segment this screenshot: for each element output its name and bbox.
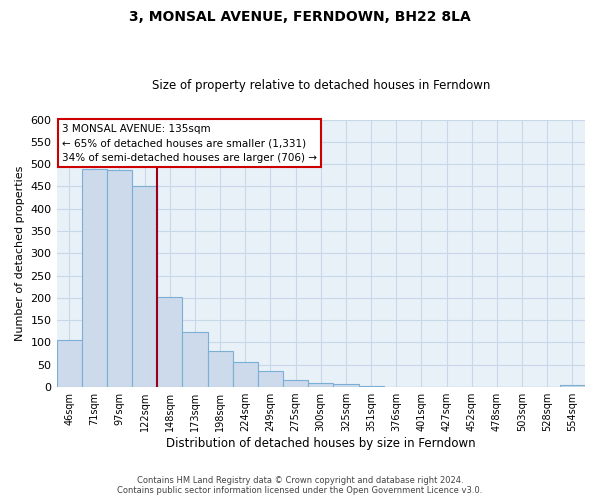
Bar <box>132 186 157 387</box>
Bar <box>283 380 308 387</box>
Title: Size of property relative to detached houses in Ferndown: Size of property relative to detached ho… <box>152 79 490 92</box>
Text: Contains HM Land Registry data © Crown copyright and database right 2024.
Contai: Contains HM Land Registry data © Crown c… <box>118 476 482 495</box>
Bar <box>233 362 258 387</box>
Bar <box>560 385 585 387</box>
X-axis label: Distribution of detached houses by size in Ferndown: Distribution of detached houses by size … <box>166 437 476 450</box>
Text: 3, MONSAL AVENUE, FERNDOWN, BH22 8LA: 3, MONSAL AVENUE, FERNDOWN, BH22 8LA <box>129 10 471 24</box>
Bar <box>258 372 283 387</box>
Bar <box>182 332 208 387</box>
Text: 3 MONSAL AVENUE: 135sqm
← 65% of detached houses are smaller (1,331)
34% of semi: 3 MONSAL AVENUE: 135sqm ← 65% of detache… <box>62 124 317 163</box>
Bar <box>56 340 82 387</box>
Bar <box>82 170 107 387</box>
Bar <box>334 384 359 387</box>
Bar <box>157 297 182 387</box>
Bar <box>107 170 132 387</box>
Bar <box>359 386 383 387</box>
Bar <box>308 382 334 387</box>
Bar <box>208 350 233 387</box>
Y-axis label: Number of detached properties: Number of detached properties <box>15 166 25 341</box>
